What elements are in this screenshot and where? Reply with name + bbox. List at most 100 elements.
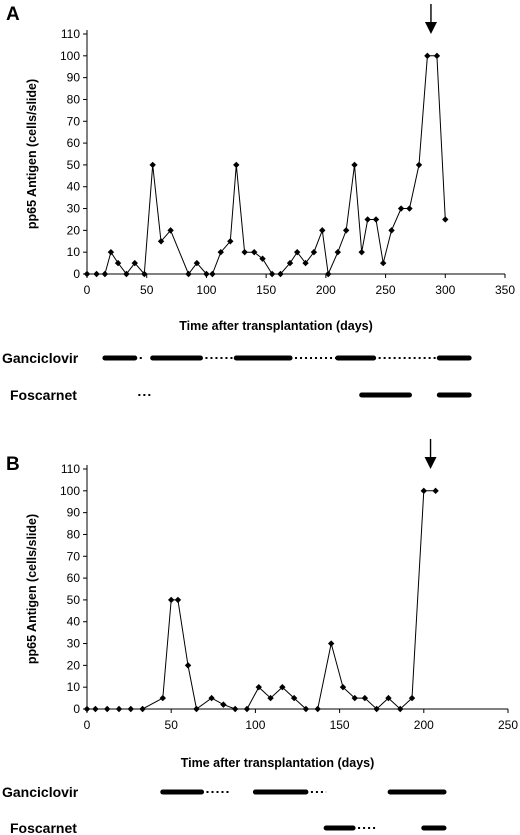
data-point — [157, 238, 165, 245]
data-point — [372, 216, 380, 223]
panel-label: A — [6, 4, 20, 25]
data-point — [141, 270, 148, 278]
data-point — [139, 705, 146, 713]
data-point — [174, 596, 182, 604]
y-tick-label: 80 — [67, 92, 81, 106]
data-point — [131, 259, 138, 267]
data-point — [325, 270, 332, 278]
y-tick-label: 50 — [67, 593, 81, 607]
data-point — [123, 270, 130, 278]
y-tick-label: 110 — [61, 27, 80, 41]
data-point — [233, 161, 240, 169]
data-point — [115, 705, 123, 713]
data-point — [241, 248, 248, 256]
data-point — [373, 705, 380, 713]
x-tick-label: 200 — [316, 283, 336, 297]
data-point — [302, 705, 310, 713]
y-tick-label: 10 — [67, 680, 81, 694]
data-point — [259, 255, 266, 262]
x-tick-label: 50 — [165, 718, 179, 732]
data-point — [184, 662, 192, 669]
data-point — [339, 683, 347, 691]
data-point — [290, 694, 298, 702]
data-point — [442, 216, 449, 223]
data-point — [217, 248, 224, 256]
data-point — [209, 270, 216, 278]
x-tick-label: 100 — [245, 718, 265, 732]
y-tick-label: 40 — [67, 615, 81, 629]
y-tick-label: 10 — [67, 245, 81, 259]
data-point — [433, 52, 441, 60]
data-point — [167, 227, 174, 234]
y-tick-label: 70 — [67, 549, 81, 563]
data-point — [185, 270, 192, 278]
y-tick-label: 60 — [67, 571, 81, 585]
treatment-label-foscarnet: Foscarnet — [10, 820, 77, 835]
data-point — [364, 216, 371, 223]
data-point — [243, 705, 251, 713]
x-tick-label: 50 — [140, 283, 154, 297]
y-tick-label: 0 — [73, 267, 80, 281]
data-point — [231, 705, 239, 713]
data-point — [385, 694, 392, 702]
data-point — [351, 161, 358, 169]
y-tick-label: 40 — [67, 180, 81, 194]
data-point — [220, 701, 227, 708]
y-tick-label: 100 — [60, 49, 80, 63]
x-tick-label: 200 — [414, 718, 434, 732]
data-point — [351, 694, 358, 702]
data-point — [334, 248, 341, 256]
data-point — [379, 259, 387, 267]
data-point — [251, 248, 258, 256]
data-point — [208, 694, 215, 702]
data-point — [168, 596, 175, 604]
data-point — [92, 705, 99, 713]
data-point — [267, 694, 274, 702]
data-point — [83, 705, 91, 713]
data-point — [104, 705, 111, 713]
chart-panel-a: A 0 10 20 30 40 50 60 70 80 90 100 110 0 50 100 150 200 25… — [2, 4, 515, 403]
x-axis-label: Time after transplantation (days) — [181, 756, 375, 770]
y-tick-label: 20 — [67, 658, 81, 672]
data-point — [432, 487, 439, 495]
treatment-label-foscarnet: Foscarnet — [10, 387, 77, 403]
y-tick-label: 90 — [67, 506, 81, 520]
data-point — [314, 705, 321, 713]
data-point — [127, 705, 134, 713]
y-tick-label: 110 — [61, 462, 80, 476]
x-tick-label: 100 — [196, 283, 216, 297]
x-tick-label: 250 — [498, 718, 518, 732]
x-tick-label: 0 — [84, 283, 91, 297]
panel-label: B — [6, 454, 20, 475]
data-point — [149, 161, 156, 169]
y-tick-label: 0 — [73, 702, 80, 716]
data-point — [193, 705, 200, 713]
data-point — [159, 694, 166, 702]
data-point — [293, 248, 301, 256]
data-point — [286, 259, 294, 267]
arrow-head — [424, 457, 437, 469]
series-line — [87, 490, 436, 710]
treatment-label-ganciclovir: Ganciclovir — [2, 784, 79, 800]
data-point — [397, 705, 404, 713]
x-tick-label: 150 — [330, 718, 350, 732]
data-point — [408, 694, 416, 702]
data-point — [424, 52, 431, 60]
data-point — [342, 227, 350, 234]
y-tick-label: 60 — [67, 136, 81, 150]
x-tick-label: 250 — [376, 283, 396, 297]
data-point — [193, 259, 201, 267]
y-tick-label: 80 — [67, 527, 81, 541]
data-point — [227, 238, 234, 245]
data-point — [107, 248, 115, 256]
data-point — [114, 259, 122, 267]
x-tick-label: 350 — [495, 283, 515, 297]
data-point — [406, 205, 413, 212]
treatment-label-ganciclovir: Ganciclovir — [2, 350, 79, 366]
data-point — [203, 270, 210, 278]
data-point — [302, 259, 309, 267]
y-tick-label: 30 — [67, 637, 81, 651]
data-point — [319, 227, 326, 234]
event-arrow — [424, 4, 437, 34]
